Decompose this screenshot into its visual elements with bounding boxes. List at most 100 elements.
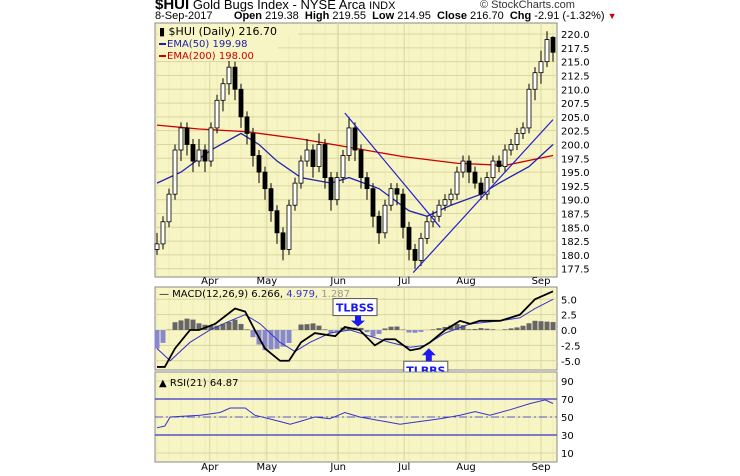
legend-entry: ▮ $HUI (Daily) 216.70 [159, 25, 277, 38]
candle-body [190, 144, 196, 162]
macd-histogram-bar [490, 329, 496, 331]
candle-body [508, 144, 514, 151]
candle-body [262, 171, 268, 190]
candle-body [172, 149, 178, 195]
high-label: High [304, 10, 330, 22]
candle-body [358, 149, 364, 179]
macd-ytick-label: 5.0 [561, 295, 577, 306]
down-arrow-icon: ▼ [607, 11, 617, 21]
candle-body [160, 221, 166, 245]
candle-body [400, 193, 406, 228]
candle-body [550, 36, 556, 53]
legend-bg [158, 49, 278, 61]
macd-histogram-bar [250, 330, 256, 338]
rsi-legend: ▲ RSI(21) 64.87 [159, 378, 238, 389]
macd-histogram-bar [526, 323, 532, 331]
index-name: Gold Bugs Index - NYSE Arca [192, 0, 366, 12]
macd-histogram-bar [544, 321, 550, 331]
macd-histogram-bar [550, 322, 556, 331]
month-label: May [256, 276, 277, 287]
macd-histogram-bar [484, 328, 490, 331]
close-value: 216.70 [470, 10, 504, 22]
candle-body [184, 127, 190, 145]
month-label: Apr [201, 276, 219, 287]
price-ytick-label: 200.0 [561, 140, 590, 151]
macd-histogram-bar [178, 320, 184, 331]
candle-body [322, 144, 328, 179]
month-label: Sep [532, 276, 551, 287]
macd-histogram-bar [454, 323, 460, 331]
macd-histogram-bar [478, 328, 484, 331]
candle-body [316, 144, 322, 167]
candle-body [514, 133, 520, 145]
candle-body [256, 155, 262, 173]
candle-body [214, 99, 220, 129]
open-value: 219.38 [265, 10, 299, 22]
candle-body [502, 149, 508, 167]
rsi-ytick-label: 50 [561, 413, 574, 424]
macd-histogram-bar [280, 330, 286, 347]
month-label: Sep [532, 462, 551, 473]
macd-histogram-bar [160, 330, 166, 343]
price-ytick-label: 187.5 [561, 210, 590, 221]
quote-date: 8-Sep-2017 [155, 10, 213, 22]
macd-histogram-bar [376, 330, 382, 334]
price-ytick-label: 220.0 [561, 30, 590, 41]
macd-histogram-bar [514, 327, 520, 331]
macd-histogram-bar [244, 329, 250, 331]
macd-histogram-bar [358, 327, 364, 331]
macd-histogram-bar [214, 325, 220, 331]
macd-histogram-bar [430, 329, 436, 331]
brand-watermark: © StockCharts.com [480, 0, 575, 11]
macd-histogram-bar [460, 325, 466, 331]
candle-body [370, 188, 376, 217]
macd-histogram-bar [316, 325, 322, 331]
candle-body [250, 133, 256, 156]
chg-value: -2.91 (-1.32%) [534, 10, 605, 22]
candle-body [454, 171, 460, 195]
candle-body [208, 127, 214, 162]
candle-body [520, 127, 526, 134]
macd-histogram-bar [346, 327, 352, 331]
candle-body [466, 160, 472, 173]
macd-legend: — MACD(12,26,9) 6.266, 4.979, 1.287 [159, 289, 350, 300]
legend-entry: EMA(50) 199.98 [167, 39, 247, 50]
candle-body [472, 171, 478, 184]
month-label: Jun [329, 276, 346, 287]
candle-body [232, 66, 238, 90]
macd-histogram-bar [286, 330, 292, 343]
candle-body [478, 182, 484, 195]
rsi-ytick-label: 10 [561, 449, 574, 460]
macd-histogram-bar [442, 326, 448, 331]
macd-histogram-bar [220, 323, 226, 331]
quote-bar: 8-Sep-2017 Open 219.38 High 219.55 Low 2… [155, 11, 617, 22]
macd-histogram-bar [334, 330, 340, 333]
arrow-up-icon [421, 348, 436, 362]
candle-body [310, 149, 316, 167]
rsi-ytick-label: 90 [561, 377, 574, 388]
macd-histogram-bar [364, 330, 370, 333]
macd-histogram-bar [520, 325, 526, 331]
price-ytick-label: 180.0 [561, 251, 590, 262]
candle-body [496, 160, 502, 167]
macd-histogram-bar [232, 319, 238, 331]
macd-signal-value: 4.979, [286, 289, 321, 300]
candle-body [238, 88, 244, 118]
macd-histogram-bar [406, 330, 412, 333]
candle-body [274, 210, 280, 234]
macd-histogram-bar [208, 326, 214, 331]
price-ytick-label: 210.0 [561, 85, 590, 96]
candle-body [220, 83, 226, 101]
month-label: Aug [456, 276, 476, 287]
candle-body [166, 193, 172, 223]
macd-histogram-bar [412, 330, 418, 333]
macd-histogram-bar [466, 329, 472, 331]
candle-body [538, 61, 544, 74]
macd-histogram-bar [382, 328, 388, 331]
macd-histogram-bar [370, 330, 376, 337]
candle-body [202, 149, 208, 162]
candle-body [424, 221, 430, 239]
macd-histogram-bar [268, 330, 274, 350]
